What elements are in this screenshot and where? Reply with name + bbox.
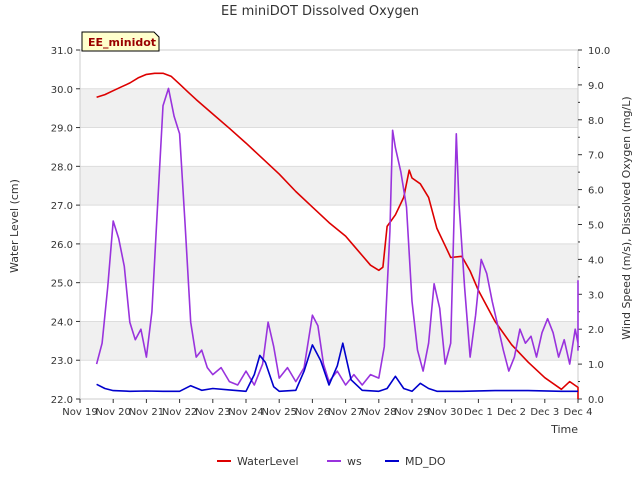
x-tick-label: Nov 30	[427, 407, 462, 418]
x-tick-label: Dec 2	[497, 407, 526, 418]
series-line-waterlevel	[96, 72, 579, 399]
background-band	[80, 166, 578, 206]
x-tick-label: Nov 24	[228, 407, 263, 418]
x-tick-label: Nov 26	[295, 407, 330, 418]
site-label-background	[81, 31, 160, 52]
chart-title: EE miniDOT Dissolved Oxygen	[221, 4, 419, 19]
background-band	[80, 243, 578, 283]
left-tick-label: 30.0	[51, 85, 73, 96]
x-axis-label: Time	[550, 423, 578, 436]
background-band	[80, 205, 578, 244]
left-tick-label: 28.0	[51, 162, 73, 173]
series-group	[95, 72, 579, 399]
left-tick-label: 29.0	[51, 124, 73, 135]
left-tick-label: 24.0	[51, 317, 73, 328]
background-band	[80, 50, 578, 89]
right-tick-label: 2.0	[588, 325, 604, 336]
x-tick-label: Nov 29	[394, 407, 429, 418]
right-tick-label: 1.0	[588, 360, 604, 371]
legend-label: ws	[347, 455, 362, 468]
background-bands	[80, 50, 578, 399]
right-tick-label: 7.0	[588, 151, 604, 162]
series-line-md-do	[96, 342, 578, 393]
left-axis: 22.0 23.0 24.0 25.0 26.0 27.0 28.0 29.0 30.0 31.0	[51, 46, 80, 406]
site-label: EE_minidot	[88, 36, 156, 49]
x-tick-label: Nov 19	[62, 407, 97, 418]
left-tick-label: 26.0	[51, 240, 73, 251]
right-tick-label: 4.0	[588, 255, 604, 266]
y-axis-right-label: Wind Speed (m/s), Dissolved Oxygen (mg/L…	[620, 96, 633, 339]
left-tick-label: 27.0	[51, 201, 73, 212]
legend-label: WaterLevel	[237, 455, 299, 468]
right-tick-label: 10.0	[588, 46, 610, 57]
right-tick-label: 5.0	[588, 221, 604, 232]
x-tick-label: Nov 28	[361, 407, 396, 418]
left-tick-label: 25.0	[51, 279, 73, 290]
background-band	[80, 282, 578, 322]
legend: WaterLevel ws MD_DO	[217, 455, 446, 468]
x-tick-label: Nov 27	[328, 407, 363, 418]
x-tick-label: Nov 25	[261, 407, 296, 418]
right-tick-label: 6.0	[588, 186, 604, 197]
right-tick-label: 8.0	[588, 116, 604, 127]
right-tick-label: 0.0	[588, 395, 604, 406]
background-band	[80, 88, 578, 128]
x-tick-label: Dec 3	[530, 407, 559, 418]
x-tick-label: Nov 22	[162, 407, 197, 418]
background-band	[80, 321, 578, 361]
background-band	[80, 127, 578, 167]
right-axis: 0.0 1.0 2.0 3.0 4.0 5.0 6.0 7.0 8.0 9.0 10.0	[578, 46, 610, 406]
right-tick-label: 3.0	[588, 290, 604, 301]
legend-label: MD_DO	[405, 455, 446, 468]
x-tick-label: Nov 20	[95, 407, 130, 418]
left-tick-label: 31.0	[51, 46, 73, 57]
y-axis-left-label: Water Level (cm)	[8, 179, 21, 273]
series-line-ws	[95, 87, 579, 386]
x-tick-label: Dec 4	[564, 407, 593, 418]
x-tick-label: Nov 23	[195, 407, 230, 418]
x-tick-label: Dec 1	[464, 407, 493, 418]
left-tick-label: 22.0	[51, 395, 73, 406]
right-tick-label: 9.0	[588, 81, 604, 92]
x-tick-label: Nov 21	[129, 407, 164, 418]
left-tick-label: 23.0	[51, 356, 73, 367]
site-label-box: EE_minidot	[81, 31, 160, 52]
